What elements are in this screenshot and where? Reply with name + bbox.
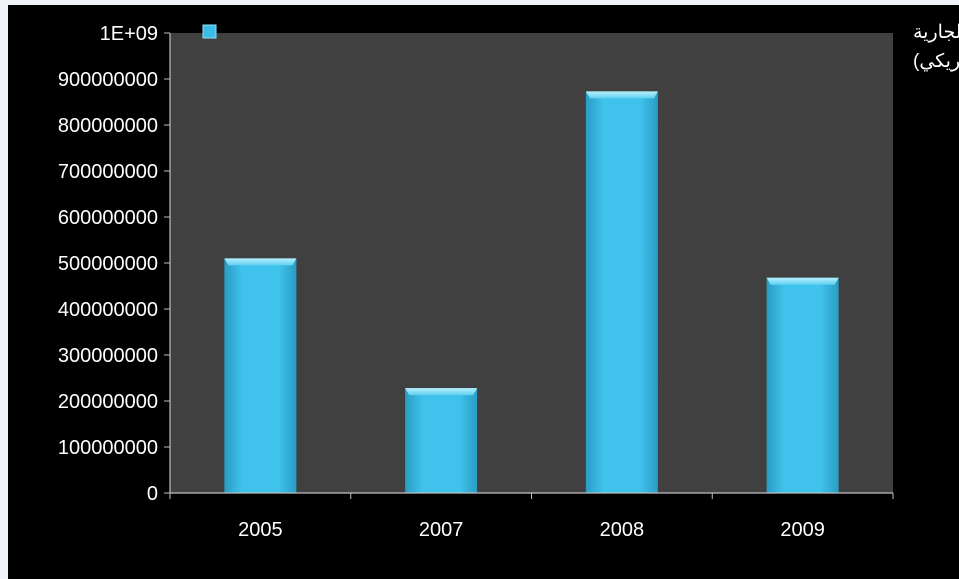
- bar-2008: [585, 91, 658, 494]
- y-tick-label: 600000000: [58, 207, 158, 229]
- y-tick-label: 200000000: [58, 391, 158, 413]
- y-tick-label: 400000000: [58, 299, 158, 321]
- bar-top-2009: [766, 277, 839, 285]
- y-tick-label: 1E+09: [100, 23, 158, 45]
- legend-swatch: [202, 24, 217, 39]
- bar-2007: [405, 388, 478, 493]
- legend-label-line2: للدولار الأمريكي): [913, 48, 959, 72]
- y-axis-ticks: 0 100000000 200000000 300000000 400000000 500…: [58, 23, 170, 505]
- y-tick-label: 300000000: [58, 345, 158, 367]
- legend-label-line1: الاستثمار في المياه والصرف الصحي بمشاركة…: [913, 19, 959, 43]
- x-axis-ticks: 2005 2007 2008 2009: [169, 493, 894, 541]
- chart-frame: 0 100000000 200000000 300000000 400000000 500…: [8, 5, 959, 579]
- bar-top-2005: [224, 258, 297, 266]
- bar-chart: 0 100000000 200000000 300000000 400000000 500…: [58, 19, 959, 541]
- x-tick-label: 2005: [238, 519, 283, 541]
- bar-2005: [224, 258, 297, 493]
- x-tick-label: 2007: [419, 519, 464, 541]
- y-tick-label: 0: [147, 483, 158, 505]
- bar-2009: [766, 277, 839, 493]
- x-tick-label: 2008: [600, 519, 645, 541]
- bar-top-2007: [405, 388, 478, 396]
- bar-top-2008: [585, 91, 658, 99]
- y-tick-label: 100000000: [58, 437, 158, 459]
- legend: الاستثمار في المياه والصرف الصحي بمشاركة…: [202, 19, 959, 72]
- x-tick-label: 2009: [780, 519, 825, 541]
- y-tick-label: 800000000: [58, 115, 158, 137]
- bars: [224, 91, 839, 494]
- y-tick-label: 500000000: [58, 253, 158, 275]
- y-tick-label: 700000000: [58, 161, 158, 183]
- y-tick-label: 900000000: [58, 69, 158, 91]
